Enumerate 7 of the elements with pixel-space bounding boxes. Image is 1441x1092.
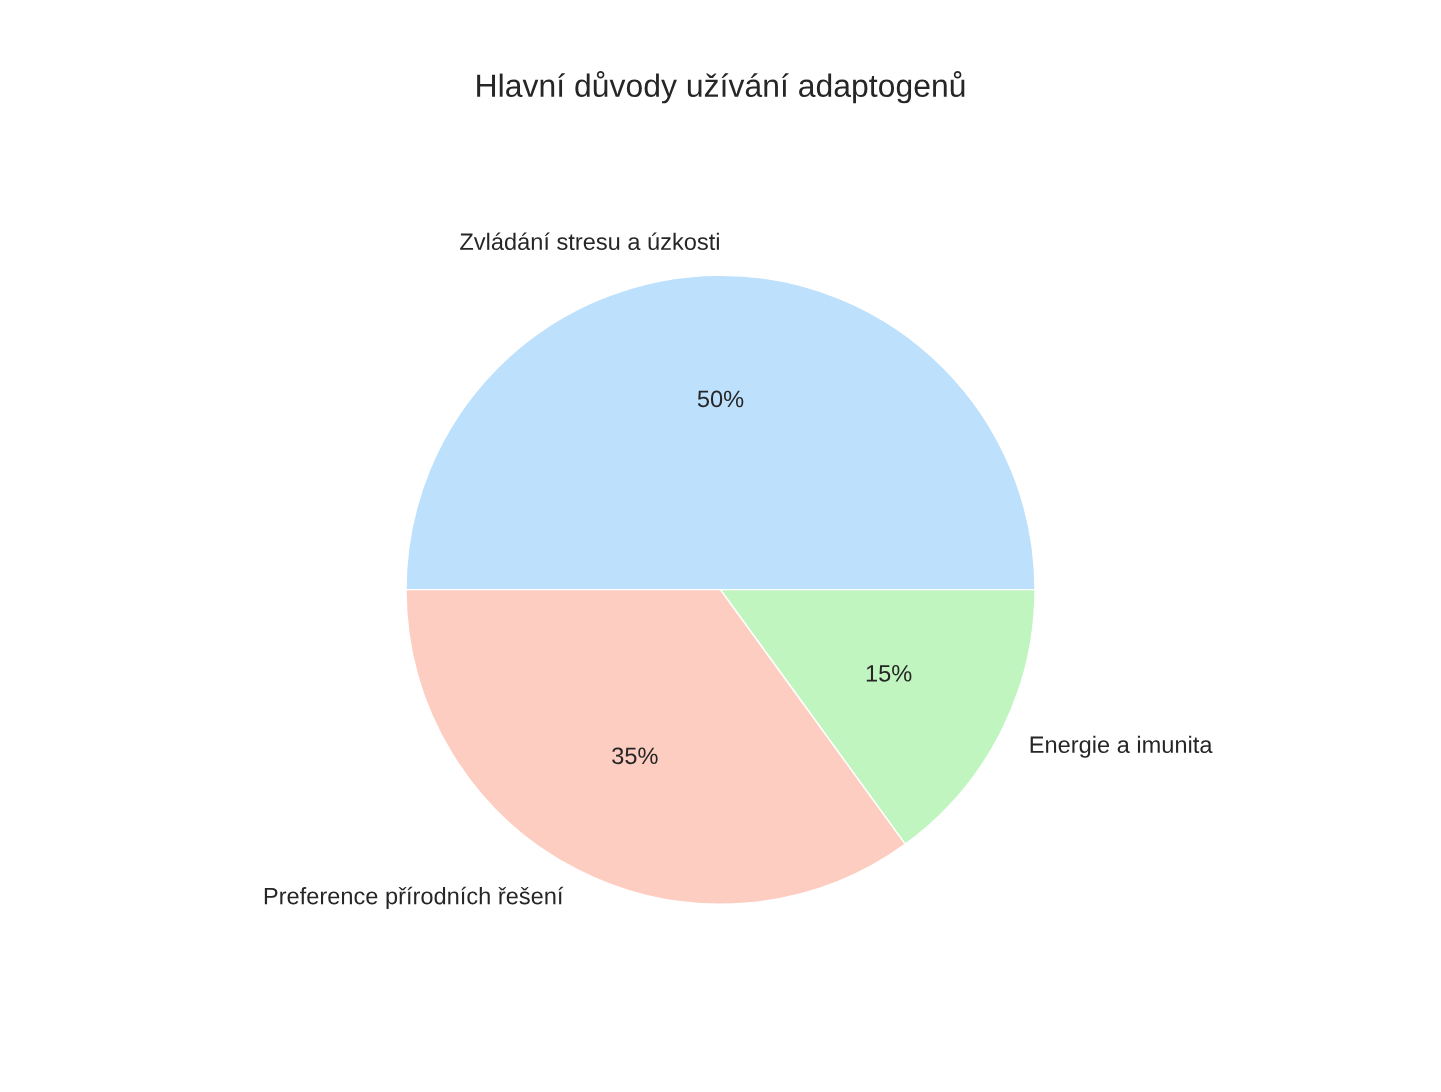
data-label: 15% xyxy=(866,665,912,682)
slice-label: Preference přírodních řešení xyxy=(264,886,564,910)
data-label: 35% xyxy=(612,747,658,765)
chart-title: Hlavní důvody užívání adaptogenů xyxy=(477,70,965,104)
slice-label: Zvládání stresu a úzkosti xyxy=(460,232,719,251)
data-label: 50% xyxy=(697,390,744,408)
slice-label: Energie a imunita xyxy=(1030,735,1213,758)
